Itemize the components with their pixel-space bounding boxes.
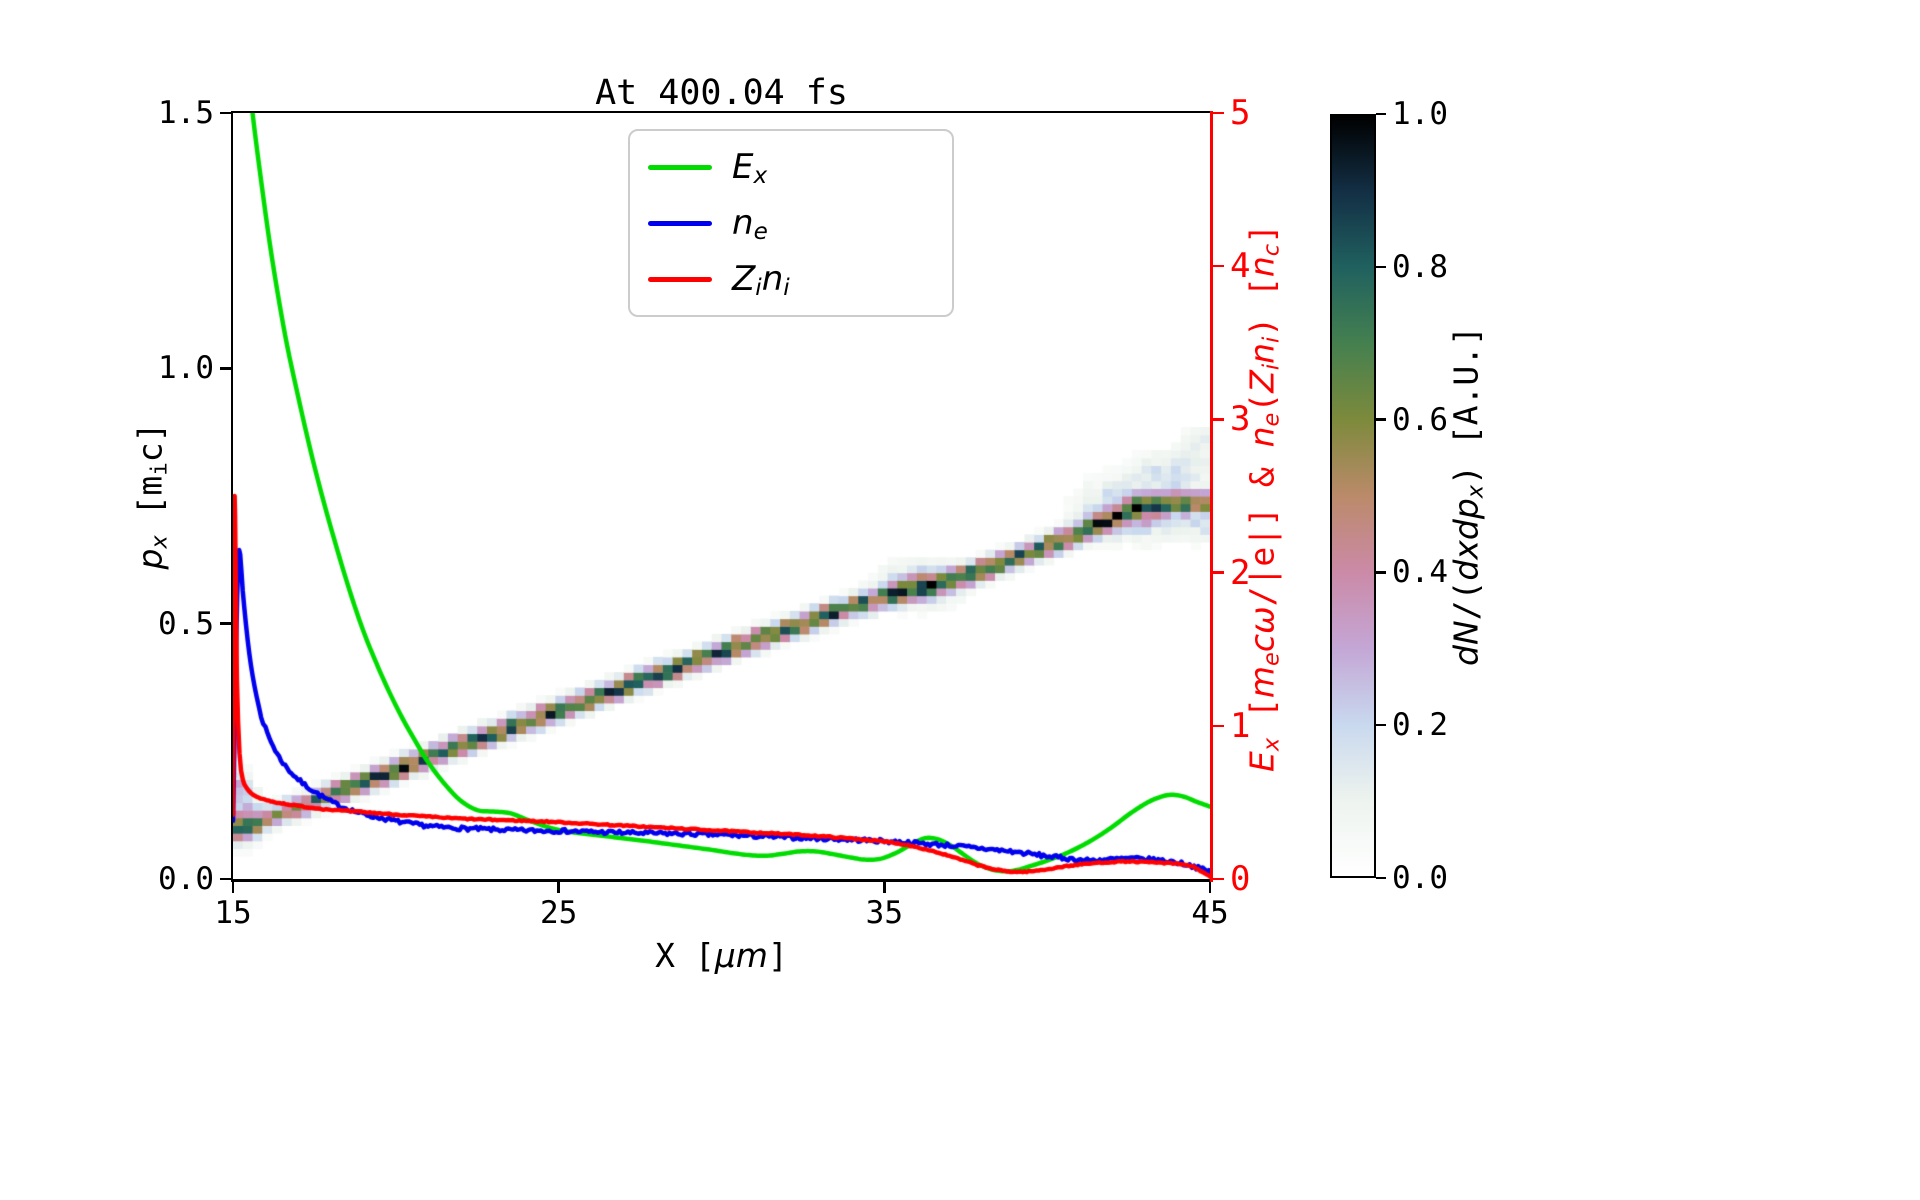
colorbar [1330,114,1376,878]
legend: Ex ne Zini [628,129,954,317]
legend-item: ne [630,195,952,251]
y-right-tick-label: 4 [1230,246,1251,287]
x-tick-mark [557,881,560,893]
y-left-tick-mark [219,622,231,625]
y-left-tick-label: 0.5 [158,605,214,642]
y-right-tick-label: 5 [1230,93,1251,133]
x-tick-label: 35 [865,895,903,931]
y-left-axis-label: px [mic] [130,422,173,570]
spine-left [230,110,233,882]
y-left-tick-mark [219,877,231,881]
colorbar-tick-mark [1376,112,1386,116]
y-right-tick-mark [1212,418,1224,421]
spine-top [230,110,1213,113]
spine-right [1210,110,1213,882]
colorbar-tick-mark [1376,265,1386,269]
x-tick-mark [231,881,235,893]
y-right-tick-mark [1212,264,1224,268]
x-tick-label: 15 [214,895,252,931]
colorbar-tick-label: 0.0 [1392,860,1448,896]
y-right-tick-label: 3 [1230,399,1251,440]
colorbar-tick-label: 0.6 [1392,401,1448,438]
colorbar-tick-mark [1376,876,1386,880]
legend-line-swatch [648,276,712,282]
x-tick-label: 45 [1191,895,1229,931]
legend-item: Ex [630,139,952,195]
y-right-tick-label: 0 [1230,859,1251,899]
y-right-tick-mark [1212,724,1224,728]
legend-items: Ex ne Zini [630,139,952,307]
colorbar-tick-mark [1376,723,1386,727]
colorbar-tick-label: 0.8 [1392,248,1448,285]
y-right-tick-label: 2 [1230,552,1251,593]
colorbar-label: dN/(dxdpx) [A.U.] [1446,326,1489,666]
legend-item-label: ne [732,203,768,246]
colorbar-gradient [1332,116,1374,876]
legend-line-swatch [648,164,712,170]
legend-item-label: Ex [732,147,768,190]
plot-title: At 400.04 fs [595,73,848,113]
x-tick-label: 25 [539,895,578,931]
x-tick-mark [1208,881,1212,893]
colorbar-tick-label: 1.0 [1392,96,1448,132]
colorbar-tick-label: 0.4 [1392,554,1448,591]
y-left-tick-mark [219,367,231,370]
colorbar-tick-mark [1376,571,1386,574]
legend-line-swatch [648,220,712,226]
y-left-tick-mark [219,111,231,115]
y-right-tick-mark [1212,571,1224,574]
spine-bottom [230,879,1213,882]
x-axis-label: X [μm] [655,936,788,975]
colorbar-tick-mark [1376,418,1386,421]
colorbar-tick-label: 0.2 [1392,707,1448,744]
y-right-tick-mark [1212,877,1224,881]
y-left-tick-label: 1.5 [158,95,214,131]
y-right-tick-mark [1212,111,1224,115]
legend-item-label: Zini [732,259,790,302]
legend-item: Zini [630,251,952,307]
y-left-tick-label: 1.0 [158,350,214,387]
y-right-axis-label: Ex [mecω/|e|] & ne(Zini) [nc] [1242,224,1285,772]
y-left-tick-label: 0.0 [158,861,214,897]
x-tick-mark [883,881,886,893]
y-right-tick-label: 1 [1230,705,1251,746]
